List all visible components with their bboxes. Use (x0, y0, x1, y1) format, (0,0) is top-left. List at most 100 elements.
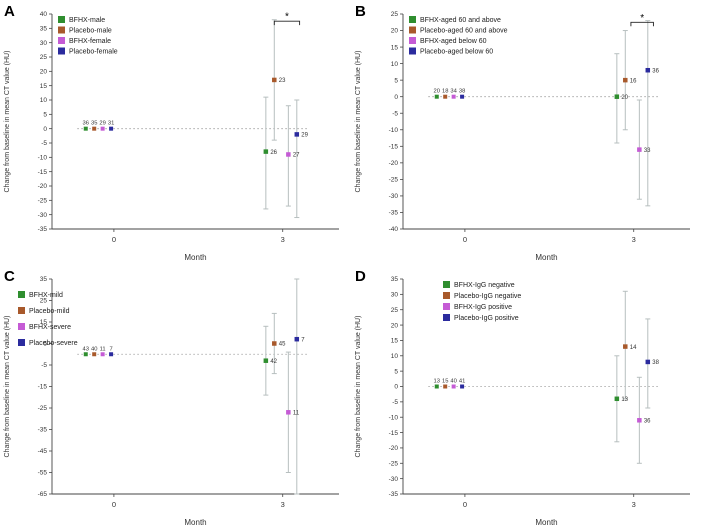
data-point-month0 (443, 94, 448, 99)
legend-swatch (409, 47, 416, 55)
n-label-month0: 18 (442, 89, 448, 95)
legend-label: Placebo-male (69, 28, 112, 35)
x-tick-label: 3 (281, 235, 285, 244)
legend-label: Placebo-female (69, 49, 118, 56)
legend-label: Placebo-mild (29, 308, 70, 315)
data-point-month0 (460, 384, 465, 389)
n-label-month0: 31 (108, 121, 114, 127)
legend-swatch (443, 281, 450, 288)
y-tick-label: 40 (40, 11, 48, 18)
legend-label: BFHX-mild (29, 292, 63, 299)
y-tick-label: 0 (394, 384, 398, 391)
y-tick-label: -25 (389, 460, 399, 467)
error-bars (614, 290, 651, 464)
bracket-line (630, 21, 654, 27)
n-label-month0: 36 (83, 121, 89, 127)
legend: BFHX-mild Placebo-mild BFHX-severe Placebo-… (18, 291, 78, 347)
data-point-month3 (645, 67, 651, 73)
legend-swatch (58, 37, 65, 44)
legend-label: Placebo-IgG negative (454, 293, 521, 300)
x-tick-label: 3 (632, 235, 636, 244)
legend-label: Placebo-severe (29, 340, 78, 347)
y-tick-label: -15 (389, 430, 399, 437)
data-point-month0 (451, 94, 456, 99)
significance-bracket: * (273, 12, 301, 26)
n-label-month3: 23 (279, 78, 286, 84)
legend: BFHX-IgG negative Placebo-IgG negative BFH… (443, 281, 521, 322)
data-point-month3 (645, 359, 651, 365)
data-point-month3 (294, 336, 300, 342)
n-label-month0: 40 (91, 346, 97, 352)
y-tick-label: 10 (391, 353, 399, 360)
y-tick-label: -10 (389, 127, 399, 134)
axes: -35 -30 -25 -20 -15 -10 -5 0 5 10 15 20 25 30 35 40 0 3 (38, 11, 339, 244)
y-tick-label: -35 (389, 210, 399, 217)
data-point-month0 (434, 384, 439, 389)
x-axis-label: Month (535, 518, 557, 527)
legend-label: BFHX-female (69, 38, 111, 45)
legend-swatch (409, 16, 416, 23)
y-tick-label: -20 (389, 160, 399, 167)
data-point-month0 (100, 126, 105, 131)
panel-letter: D (355, 268, 366, 285)
n-label-month3: 45 (279, 342, 286, 348)
error-bars (263, 19, 300, 219)
legend-label: Placebo-aged below 60 (420, 49, 493, 56)
y-tick-label: -25 (389, 177, 399, 184)
y-tick-label: 10 (40, 97, 48, 104)
error-bars (263, 278, 300, 495)
chart-panel-b: B -40 -35 -30 -25 -20 -15 -10 -5 0 5 10 15 20 25 0 3 Mont… (355, 3, 690, 262)
n-label-month3: 14 (630, 345, 637, 351)
y-tick-label: -20 (38, 183, 48, 190)
significance-bracket: * (630, 13, 654, 27)
legend-swatch (443, 303, 450, 310)
data-point-month3 (286, 152, 291, 157)
y-tick-label: 25 (391, 307, 399, 314)
y-axis-label: Change from baseline in mean CT value (H… (355, 51, 362, 193)
y-tick-label: 5 (394, 77, 398, 84)
data-point-month0 (434, 94, 439, 99)
y-tick-label: 5 (43, 112, 47, 119)
y-tick-label: -5 (392, 110, 398, 117)
n-label-month0: 35 (91, 121, 97, 127)
legend-label: BFHX-male (69, 17, 105, 24)
n-label-month3: 11 (293, 411, 300, 417)
x-tick-label: 3 (632, 500, 636, 509)
data-point-month0 (100, 352, 105, 357)
bracket-line (273, 20, 301, 26)
n-label-month3: 33 (644, 148, 651, 154)
legend-label: Placebo-aged 60 and above (420, 28, 508, 35)
data-point-month3 (614, 94, 620, 99)
n-label-month3: 7 (301, 337, 305, 343)
data-point-month3 (637, 147, 642, 152)
x-axis-label: Month (184, 518, 206, 527)
data-point-month3 (623, 344, 628, 349)
n-label-month0: 41 (459, 379, 465, 385)
data-point-month3 (623, 77, 628, 83)
legend-label: BFHX-IgG negative (454, 282, 515, 289)
n-label-month3: 42 (270, 359, 277, 365)
y-tick-label: 25 (391, 11, 399, 18)
n-label-month3: 27 (293, 153, 300, 159)
legend-label: BFHX-aged 60 and above (420, 17, 501, 24)
n-label-month0: 38 (459, 89, 465, 95)
y-tick-label: 20 (391, 28, 399, 35)
data-point-month3 (263, 358, 269, 363)
y-tick-label: -15 (38, 169, 48, 176)
chart-panel-d: D -35 -30 -25 -20 -15 -10 -5 0 5 10 15 20 25 30 35 0 3 Mon… (355, 268, 690, 527)
y-tick-label: -40 (389, 226, 399, 233)
significance-asterisk: * (640, 13, 644, 24)
data-point-month0 (460, 94, 465, 99)
n-label-month0: 7 (109, 346, 112, 352)
n-label-month3: 26 (270, 150, 277, 156)
y-tick-label: -30 (38, 212, 48, 219)
x-tick-label: 0 (463, 500, 467, 509)
y-tick-label: -45 (38, 448, 48, 455)
y-tick-label: 10 (391, 61, 399, 68)
n-label-month3: 16 (630, 78, 637, 84)
legend-swatch (18, 291, 25, 298)
y-tick-label: -5 (41, 362, 47, 369)
data-point-month3 (614, 396, 620, 402)
